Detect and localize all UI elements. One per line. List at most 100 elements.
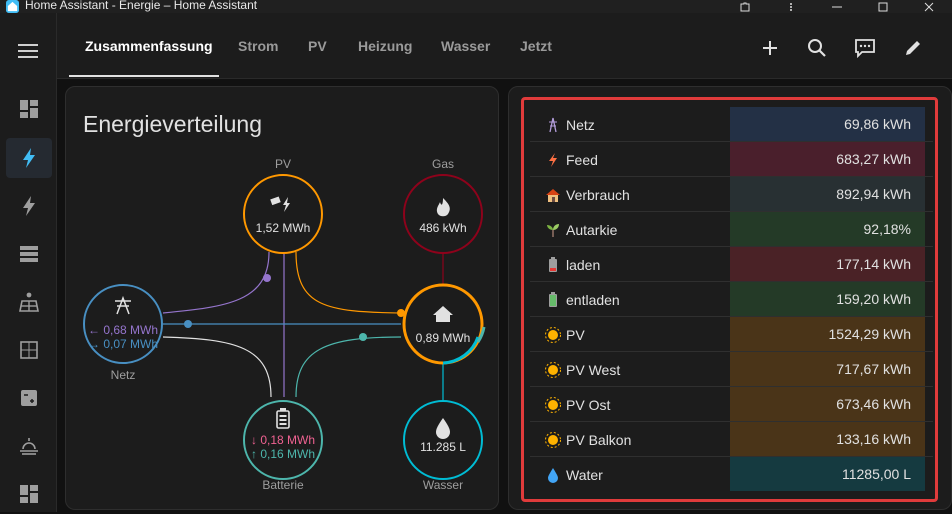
sunset-icon — [20, 438, 38, 455]
sidebar-item-sunset[interactable] — [6, 426, 52, 466]
home-node-battery-arc — [476, 326, 486, 343]
row-label: Water — [566, 466, 603, 483]
grid-export-value: → 0,07 MWh — [87, 337, 159, 351]
flow-battery-to-home — [295, 336, 402, 398]
row-value: 69,86 kWh — [730, 107, 925, 141]
grid-import-value: ← 0,68 MWh — [87, 323, 159, 337]
transmission-tower-icon — [115, 295, 131, 315]
flow-dot — [359, 333, 367, 341]
table-row[interactable]: PV 1524,29 kWh — [530, 317, 933, 352]
table-row[interactable]: entladen 159,20 kWh — [530, 282, 933, 317]
card-title: Energieverteilung — [83, 111, 263, 137]
sidebar-item-dashboard[interactable] — [6, 89, 52, 129]
row-value: 717,67 kWh — [730, 352, 925, 386]
sidebar-item-power[interactable] — [6, 186, 52, 226]
row-label: entladen — [566, 291, 620, 308]
menu-icon[interactable] — [18, 43, 40, 59]
battery-full-icon — [544, 291, 562, 309]
row-value: 92,18% — [730, 212, 925, 246]
minimize-button[interactable] — [814, 0, 860, 13]
solar-power-icon — [270, 196, 290, 212]
active-tab-indicator — [69, 75, 219, 77]
battery-icon — [276, 408, 290, 429]
row-value: 177,14 kWh — [730, 247, 925, 281]
row-label: Autarkie — [566, 221, 618, 238]
table-row[interactable]: Autarkie 92,18% — [530, 212, 933, 247]
sun-icon — [544, 326, 562, 344]
flash-icon — [23, 196, 35, 216]
spreadsheet-icon — [20, 341, 38, 359]
fire-icon — [436, 198, 450, 217]
sidebar-item-grid[interactable] — [6, 474, 52, 514]
row-label: PV Balkon — [566, 431, 632, 448]
energy-flow-diagram — [83, 174, 486, 480]
tab-heizung[interactable]: Heizung — [358, 38, 413, 54]
sidebar-item-calculator[interactable] — [6, 378, 52, 418]
droplet-icon — [544, 466, 562, 484]
server-icon — [20, 246, 38, 262]
flow-grid-to-battery — [162, 336, 272, 398]
tab-wasser[interactable]: Wasser — [441, 38, 491, 54]
house-icon — [544, 186, 562, 204]
energy-stats-card: Netz 69,86 kWh Feed 683,27 kWh Verbrauch… — [508, 86, 952, 510]
sun-icon — [544, 396, 562, 414]
row-label: PV Ost — [566, 396, 611, 413]
flow-dot — [184, 320, 192, 328]
plus-icon[interactable] — [759, 37, 781, 59]
close-button[interactable] — [906, 0, 952, 13]
sidebar — [0, 13, 57, 512]
puzzle-icon[interactable] — [722, 0, 768, 13]
row-value: 11285,00 L — [730, 457, 925, 491]
home-value: 0,89 MWh — [415, 331, 471, 345]
battery-low-icon — [544, 256, 562, 274]
pencil-icon[interactable] — [902, 37, 924, 59]
grid-icon — [20, 485, 38, 503]
more-icon[interactable] — [768, 0, 814, 13]
table-row[interactable]: PV Balkon 133,16 kWh — [530, 422, 933, 457]
pv-label: PV — [274, 157, 291, 171]
row-label: Feed — [566, 151, 598, 168]
battery-label: Batterie — [262, 478, 304, 492]
window-title: Home Assistant - Energie – Home Assistan… — [25, 0, 258, 12]
tab-zusammenfassung[interactable]: Zusammenfassung — [85, 38, 213, 54]
search-icon[interactable] — [806, 37, 828, 59]
dashboard-icon — [20, 100, 38, 118]
tab-pv[interactable]: PV — [308, 38, 327, 54]
water-node — [403, 400, 483, 480]
row-value: 159,20 kWh — [730, 282, 925, 316]
comment-icon[interactable] — [854, 37, 876, 59]
table-row[interactable]: Feed 683,27 kWh — [530, 142, 933, 177]
sidebar-item-solar[interactable] — [6, 282, 52, 322]
pv-node — [243, 174, 323, 254]
energy-icon — [23, 148, 35, 168]
row-value: 892,94 kWh — [730, 177, 925, 211]
top-toolbar: Zusammenfassung Strom PV Heizung Wasser … — [57, 13, 952, 79]
sidebar-item-energy[interactable] — [6, 138, 52, 178]
table-row[interactable]: PV West 717,67 kWh — [530, 352, 933, 387]
table-row[interactable]: PV Ost 673,46 kWh — [530, 387, 933, 422]
sun-icon — [544, 431, 562, 449]
grid-node — [83, 284, 163, 364]
lightning-icon — [544, 151, 562, 169]
tab-jetzt[interactable]: Jetzt — [520, 38, 552, 54]
water-drop-icon — [436, 418, 450, 439]
sidebar-item-spreadsheet[interactable] — [6, 330, 52, 370]
sidebar-item-server[interactable] — [6, 234, 52, 274]
calculator-icon — [21, 390, 37, 406]
pv-value: 1,52 MWh — [255, 221, 311, 235]
energy-distribution-card: Energieverteilung — [65, 86, 499, 510]
solar-panel-icon — [19, 292, 39, 312]
maximize-button[interactable] — [860, 0, 906, 13]
row-label: laden — [566, 256, 601, 273]
table-row[interactable]: Verbrauch 892,94 kWh — [530, 177, 933, 212]
row-value: 1524,29 kWh — [730, 317, 925, 351]
tab-strom[interactable]: Strom — [238, 38, 279, 54]
home-node-water-arc — [442, 336, 480, 365]
row-value: 133,16 kWh — [730, 422, 925, 456]
table-row[interactable]: laden 177,14 kWh — [530, 247, 933, 282]
table-row[interactable]: Netz 69,86 kWh — [530, 107, 933, 142]
grid-label: Netz — [110, 368, 136, 382]
table-row[interactable]: Water 11285,00 L — [530, 457, 933, 492]
sun-icon — [544, 361, 562, 379]
home-assistant-logo-icon — [6, 0, 19, 13]
